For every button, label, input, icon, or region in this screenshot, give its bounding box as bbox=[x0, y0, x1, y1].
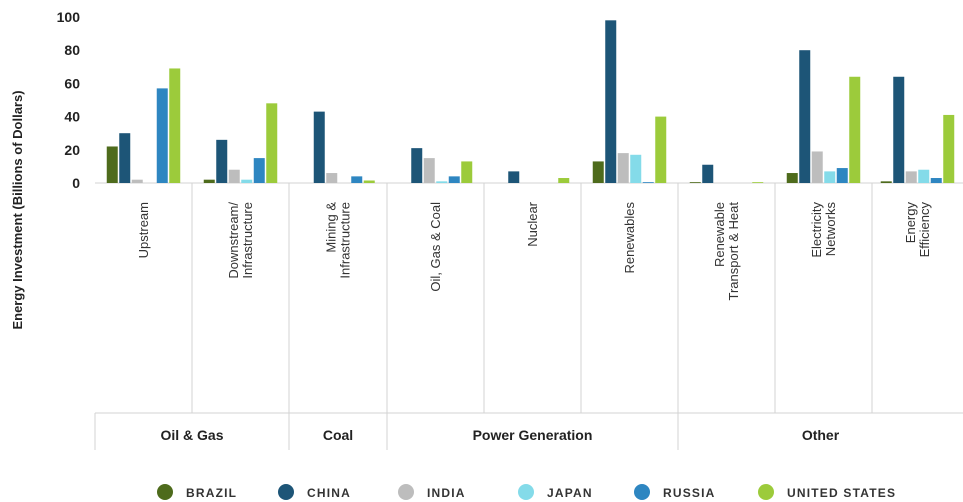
category-label-group: Downstream/Infrastructure bbox=[226, 202, 255, 279]
x-tick-label: Downstream/ bbox=[226, 202, 241, 279]
bar bbox=[461, 161, 473, 183]
x-tick-label: Transport & Heat bbox=[726, 202, 741, 301]
legend-label: CHINA bbox=[307, 486, 351, 500]
y-tick-label: 80 bbox=[64, 42, 80, 58]
category-label-group: Nuclear bbox=[525, 201, 540, 246]
bar bbox=[156, 88, 168, 183]
plot-area: 0 20 40 60 80 100 Upstream Downstream/Infrastru… bbox=[57, 9, 963, 450]
bar bbox=[943, 114, 955, 183]
legend-marker bbox=[398, 484, 414, 500]
x-tick-label: Infrastructure bbox=[240, 202, 255, 279]
bar bbox=[253, 158, 265, 183]
bar bbox=[411, 148, 423, 183]
bar bbox=[655, 116, 667, 183]
bar bbox=[266, 103, 278, 183]
y-tick-label: 20 bbox=[64, 142, 80, 158]
category-label-group: Energy Efficiency bbox=[903, 202, 932, 258]
legend-label: JAPAN bbox=[547, 486, 593, 500]
bar bbox=[702, 164, 714, 183]
bar bbox=[630, 154, 642, 183]
y-tick-label: 100 bbox=[57, 9, 81, 25]
x-tick-label: Networks bbox=[823, 202, 838, 257]
bar bbox=[119, 133, 131, 183]
bar bbox=[642, 182, 654, 183]
bar bbox=[836, 168, 848, 183]
legend-marker bbox=[278, 484, 294, 500]
x-tick-label: Energy bbox=[903, 202, 918, 244]
x-tick-label: Efficiency bbox=[917, 202, 932, 258]
bar bbox=[799, 50, 811, 184]
bar bbox=[326, 173, 338, 183]
legend-label: UNITED STATES bbox=[787, 486, 896, 500]
y-tick-label: 0 bbox=[72, 175, 80, 191]
legend: BRAZIL CHINA INDIA JAPAN RUSSIA UNITED STATES bbox=[157, 484, 896, 500]
bar bbox=[228, 169, 240, 183]
bar bbox=[786, 173, 798, 183]
legend-marker bbox=[157, 484, 173, 500]
x-tick-label: Electricity bbox=[809, 202, 824, 258]
group-label: Power Generation bbox=[473, 427, 593, 443]
bar bbox=[436, 181, 448, 183]
x-tick-label: Infrastructure bbox=[338, 202, 353, 279]
legend-marker bbox=[758, 484, 774, 500]
bar bbox=[508, 171, 520, 183]
bar bbox=[930, 178, 942, 183]
bar bbox=[689, 182, 701, 183]
x-tick-label: Renewable bbox=[712, 202, 727, 267]
bar bbox=[752, 182, 764, 183]
bar bbox=[905, 171, 917, 183]
x-tick-label: Renewables bbox=[622, 202, 637, 274]
bar bbox=[617, 153, 629, 183]
group-label: Coal bbox=[323, 427, 353, 443]
bar bbox=[313, 111, 325, 183]
category-label-group: Electricity Networks bbox=[809, 202, 838, 258]
group-label: Other bbox=[802, 427, 840, 443]
legend-label: BRAZIL bbox=[186, 486, 237, 500]
bar bbox=[106, 146, 118, 183]
legend-label: RUSSIA bbox=[663, 486, 716, 500]
bar bbox=[893, 76, 905, 183]
bar bbox=[363, 180, 375, 183]
category-label-group: Renewables bbox=[622, 202, 637, 274]
bar bbox=[241, 179, 253, 183]
x-tick-label: Mining & bbox=[324, 202, 339, 253]
bar bbox=[592, 161, 604, 183]
category-label-group: Oil, Gas & Coal bbox=[428, 202, 443, 292]
bar bbox=[605, 20, 617, 183]
bar bbox=[351, 176, 363, 183]
bar bbox=[824, 171, 836, 183]
legend-label: INDIA bbox=[427, 486, 466, 500]
bar bbox=[131, 179, 143, 183]
category-label-group: Renewable Transport & Heat bbox=[712, 202, 741, 301]
bar bbox=[811, 151, 823, 183]
bar bbox=[203, 179, 215, 183]
x-tick-label: Upstream bbox=[136, 202, 151, 258]
x-tick-label: Oil, Gas & Coal bbox=[428, 202, 443, 292]
y-axis-label: Energy Investment (Billions of Dollars) bbox=[10, 90, 25, 329]
category-label-group: Upstream bbox=[136, 202, 151, 258]
bar bbox=[423, 158, 435, 183]
bar bbox=[918, 169, 930, 183]
bar bbox=[169, 68, 181, 183]
legend-marker bbox=[518, 484, 534, 500]
x-tick-label: Nuclear bbox=[525, 201, 540, 246]
bar bbox=[216, 139, 228, 183]
bar bbox=[558, 178, 570, 183]
bar bbox=[880, 181, 892, 183]
legend-marker bbox=[634, 484, 650, 500]
group-label: Oil & Gas bbox=[160, 427, 223, 443]
bar bbox=[849, 76, 861, 183]
category-label-group: Mining & Infrastructure bbox=[324, 202, 353, 279]
bar bbox=[448, 176, 460, 183]
y-tick-label: 40 bbox=[64, 109, 80, 125]
y-tick-label: 60 bbox=[64, 75, 80, 91]
